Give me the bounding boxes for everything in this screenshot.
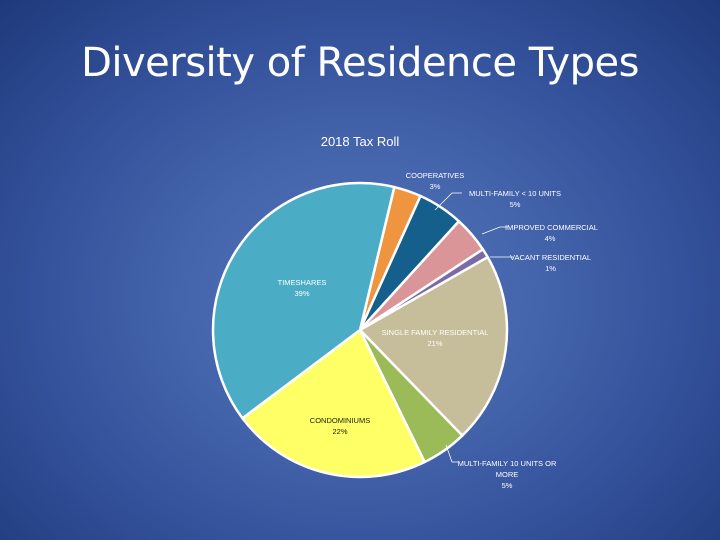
leader-line-multi-large bbox=[445, 444, 458, 463]
label-improved-commercial: IMPROVED COMMERCIAL 4% bbox=[505, 223, 598, 243]
label-vacant-residential: VACANT RESIDENTIAL 1% bbox=[510, 253, 591, 273]
pie-slice-single-family-residential bbox=[358, 255, 509, 437]
chart-title: 2018 Tax Roll bbox=[320, 134, 400, 149]
pie-slice-timeshares bbox=[211, 181, 396, 420]
label-multi-family-large: MULTI-FAMILY 10 UNITS OR MORE 5% bbox=[457, 459, 557, 490]
pie-slices bbox=[211, 181, 509, 479]
label-multi-family-small: MULTI-FAMILY < 10 UNITS 5% bbox=[469, 189, 561, 209]
slide-title: Diversity of Residence Types bbox=[81, 40, 639, 86]
label-condominiums: CONDOMINIUMS 22% bbox=[309, 416, 371, 436]
label-cooperatives: COOPERATIVES 3% bbox=[405, 171, 465, 191]
leader-line-improved-commercial bbox=[481, 226, 508, 235]
label-single-family: SINGLE FAMILY RESIDENTIAL 21% bbox=[381, 328, 489, 348]
leader-line-multi-small bbox=[434, 192, 462, 211]
leader-lines bbox=[434, 192, 513, 463]
label-timeshares: TIMESHARES 39% bbox=[277, 278, 327, 298]
pie-slice-condominiums bbox=[241, 328, 426, 479]
